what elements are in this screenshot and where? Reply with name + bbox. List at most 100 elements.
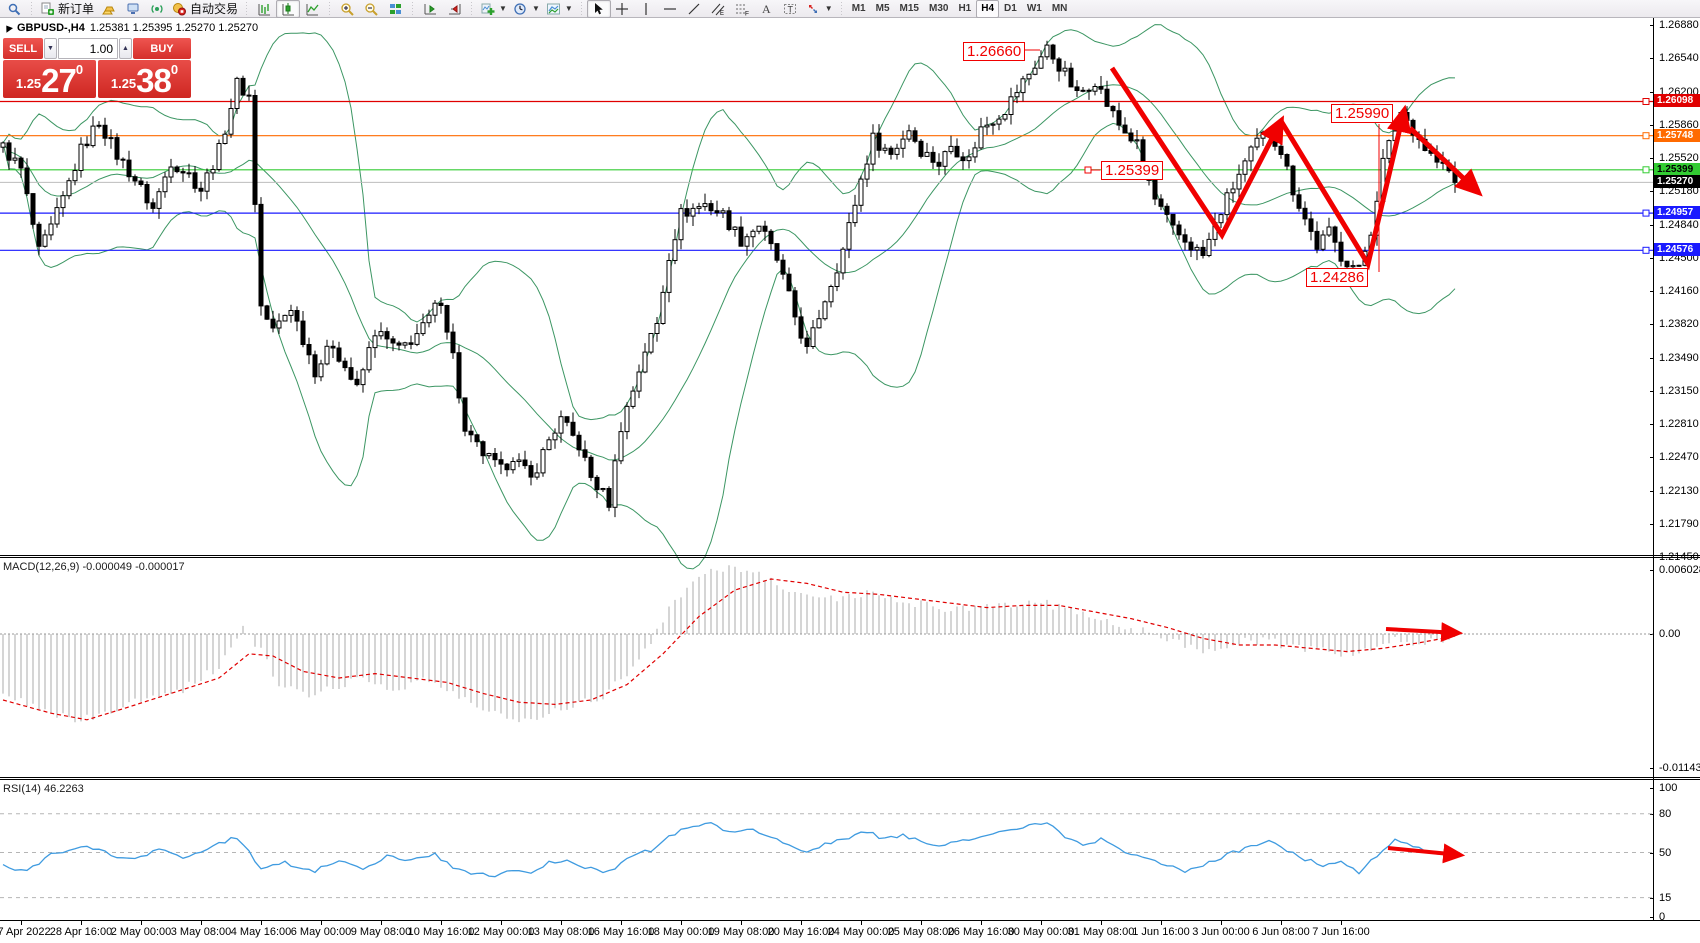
timeframe-h1-button[interactable]: H1 xyxy=(958,2,972,14)
cursor-button[interactable] xyxy=(586,0,611,18)
price-tick xyxy=(1650,457,1654,459)
annotation-handle xyxy=(1084,166,1092,174)
fibonacci-button[interactable]: F xyxy=(731,0,755,18)
price-tick xyxy=(1650,357,1654,359)
price-line-tag: 1.26098 xyxy=(1654,94,1700,108)
chart-shift-button[interactable] xyxy=(442,0,466,18)
zoom-out-button[interactable] xyxy=(359,0,383,18)
toolbar-separator xyxy=(243,1,251,16)
autotrading-button[interactable]: 自动交易 xyxy=(169,0,241,18)
time-tick xyxy=(981,921,982,925)
one-click-trading-panel: SELL ▼ ▲ BUY 1.25 27 0 1.25 38 0 xyxy=(3,38,191,98)
auto-scroll-button[interactable] xyxy=(418,0,442,18)
terminal-icon[interactable] xyxy=(121,0,145,18)
signals-icon[interactable] xyxy=(145,0,169,18)
time-tick-label: 19 May 08:00 xyxy=(707,926,775,938)
deposit-icon[interactable] xyxy=(97,0,121,18)
search-icon[interactable] xyxy=(2,0,26,18)
macd-tick xyxy=(1650,634,1654,635)
rsi-tick-label: 0 xyxy=(1659,911,1666,923)
time-tick-label: 4 May 16:00 xyxy=(230,926,292,938)
timeframe-d1-button[interactable]: D1 xyxy=(1004,2,1017,14)
volume-input[interactable] xyxy=(58,38,118,59)
price-tick-label: 1.21450 xyxy=(1659,551,1699,563)
time-tick-label: 10 May 16:00 xyxy=(407,926,475,938)
line-handle xyxy=(1642,132,1650,140)
crosshair-button[interactable] xyxy=(611,0,635,18)
chart-window[interactable]: 1.26880 1.26540 1.26200 1.25860 1.25520 1.251… xyxy=(0,18,1700,943)
arrows-button[interactable]: ▼ xyxy=(803,0,836,18)
trend-arrow xyxy=(1278,104,1412,271)
bar-chart-button[interactable] xyxy=(252,0,276,18)
horizontal-line-button[interactable] xyxy=(659,0,683,18)
time-tick xyxy=(381,921,382,925)
timeframe-m30-button[interactable]: M30 xyxy=(928,2,949,14)
sell-price-small: 1.25 xyxy=(15,76,42,91)
time-tick-label: 3 Jun 00:00 xyxy=(1192,926,1250,938)
time-tick-label: 31 May 08:00 xyxy=(1067,926,1135,938)
time-tick-label: 20 May 16:00 xyxy=(767,926,835,938)
price-tick xyxy=(1650,58,1654,60)
time-tick-label: 13 May 08:00 xyxy=(527,926,595,938)
macd-signal-line xyxy=(2,578,1456,721)
price-tick-label: 1.22810 xyxy=(1659,418,1699,430)
indicators-button[interactable]: ▼ xyxy=(477,0,510,18)
time-tick xyxy=(261,921,262,925)
time-tick xyxy=(1341,921,1342,925)
time-tick xyxy=(501,921,502,925)
time-tick-label: 18 May 00:00 xyxy=(647,926,715,938)
text-button[interactable]: A xyxy=(755,0,779,18)
sell-button[interactable]: SELL xyxy=(3,38,43,59)
timeframe-mn-button[interactable]: MN xyxy=(1051,2,1068,14)
templates-button[interactable]: ▼ xyxy=(543,0,576,18)
price-tick xyxy=(1650,191,1654,193)
price-tick-label: 1.21790 xyxy=(1659,517,1699,530)
timeframe-m1-button[interactable]: M1 xyxy=(851,2,866,14)
time-tick xyxy=(1221,921,1222,925)
time-tick xyxy=(681,921,682,925)
time-tick xyxy=(801,921,802,925)
time-tick-label: 2 May 00:00 xyxy=(110,926,172,938)
time-tick xyxy=(21,921,22,925)
new-order-button[interactable]: 新订单 xyxy=(37,0,97,18)
volume-increase-button[interactable]: ▲ xyxy=(119,38,132,59)
periods-button[interactable]: ▼ xyxy=(510,0,543,18)
time-tick-label: 30 May 00:00 xyxy=(1007,926,1075,938)
timeframe-w1-button[interactable]: W1 xyxy=(1026,2,1042,14)
price-tick xyxy=(1650,158,1654,159)
trendline-button[interactable] xyxy=(683,0,707,18)
time-tick xyxy=(741,921,742,925)
sell-price-display[interactable]: 1.25 27 0 xyxy=(3,60,96,98)
timeframe-m5-button[interactable]: M5 xyxy=(875,2,890,14)
time-tick-label: 16 May 16:00 xyxy=(587,926,655,938)
timeframe-m15-button[interactable]: M15 xyxy=(899,2,919,14)
vertical-line-button[interactable] xyxy=(635,0,659,18)
tile-windows-button[interactable] xyxy=(383,0,407,18)
current-price-tag: 1.25270 xyxy=(1654,175,1700,189)
line-chart-button[interactable] xyxy=(300,0,324,18)
time-tick-label: 9 May 08:00 xyxy=(350,926,412,938)
buy-price-display[interactable]: 1.25 38 0 xyxy=(98,60,191,98)
zoom-in-button[interactable] xyxy=(335,0,359,18)
time-tick xyxy=(141,921,142,925)
chevron-down-icon: ▼ xyxy=(531,4,540,13)
toolbar-separator xyxy=(577,1,585,16)
price-line-tag: 1.25748 xyxy=(1654,128,1700,142)
time-tick-label: 3 May 08:00 xyxy=(170,926,232,938)
macd-tick-label: 0.006028 xyxy=(1659,564,1700,576)
buy-button[interactable]: BUY xyxy=(133,38,191,59)
timeframe-h4-button[interactable]: H4 xyxy=(976,0,1000,18)
annotation-price-label: 1.24286 xyxy=(1306,268,1369,287)
time-tick xyxy=(1101,921,1102,925)
rsi-tick-label: 50 xyxy=(1659,846,1672,859)
price-tick xyxy=(1650,257,1654,259)
time-tick-label: 6 May 00:00 xyxy=(290,926,352,938)
volume-decrease-button[interactable]: ▼ xyxy=(44,38,57,59)
text-label-button[interactable]: T xyxy=(779,0,803,18)
candlestick-chart-button[interactable] xyxy=(276,0,301,18)
price-axis[interactable]: 1.26880 1.26540 1.26200 1.25860 1.25520 1.251… xyxy=(1650,18,1700,923)
price-tick xyxy=(1650,523,1654,525)
equidistant-channel-button[interactable]: E xyxy=(707,0,731,18)
